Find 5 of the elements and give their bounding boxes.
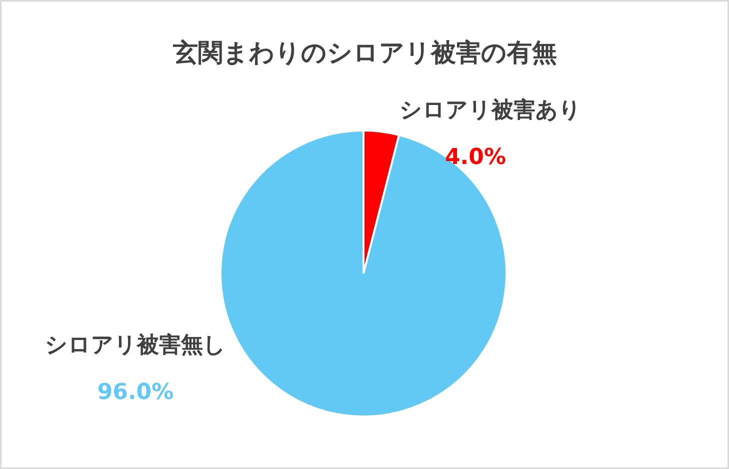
chart-title: 玄関まわりのシロアリ被害の有無 [172, 38, 557, 67]
data-label: 4.0% [444, 145, 506, 170]
slice-label: シロアリ被害あり [400, 97, 582, 123]
data-label: 96.0% [97, 380, 174, 405]
slice-label: シロアリ被害無し [45, 332, 226, 358]
